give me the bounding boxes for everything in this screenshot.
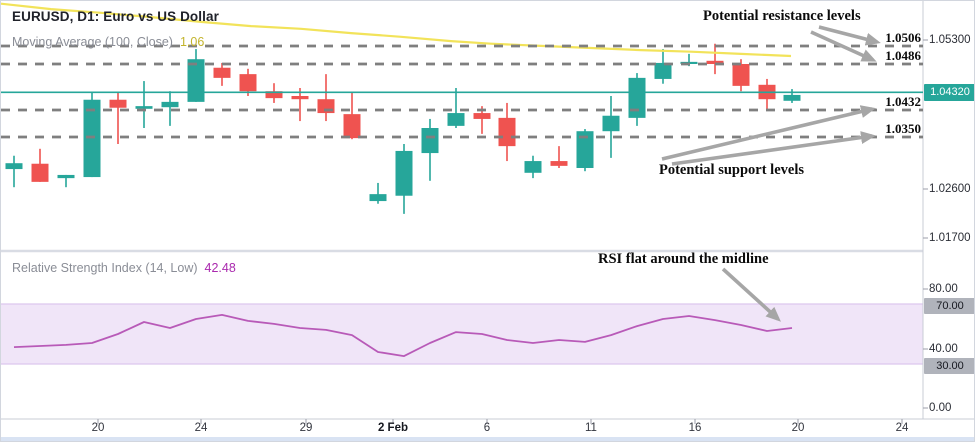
moving-average-line: [1, 2, 792, 58]
bottom-strip: [1, 437, 974, 441]
candle-body: [550, 161, 568, 166]
time-axis-label: 29: [299, 422, 313, 434]
candle-body: [576, 131, 594, 168]
time-axis-label: 24: [194, 422, 208, 434]
annotation-arrow-support: [671, 131, 876, 166]
price-axis-label: 1.05300: [929, 34, 971, 46]
candle-body: [421, 128, 439, 154]
price-axis-label: 0.00: [929, 402, 952, 414]
time-axis-label: 6: [483, 422, 491, 434]
candle-body: [265, 91, 283, 99]
time-axis-label: 16: [688, 422, 702, 434]
time-axis-label: 11: [585, 422, 597, 434]
annotation-arrow-resistance: [818, 25, 881, 46]
candle-body: [706, 60, 724, 64]
rsi-band: [1, 304, 923, 364]
candle-body: [239, 74, 257, 92]
time-axis-label: 20: [791, 422, 805, 434]
rsi-limit-badge: 30.00: [924, 358, 974, 374]
candle-body: [343, 114, 361, 139]
candle-body: [524, 161, 542, 173]
candle-body: [498, 117, 516, 147]
candle-body: [5, 163, 23, 170]
candle-body: [161, 101, 179, 108]
candle-body: [109, 99, 127, 108]
candle-body: [369, 194, 387, 202]
annotation-arrow-rsi: [721, 267, 781, 322]
candle-body: [783, 94, 801, 101]
candle-body: [187, 59, 205, 102]
annotation-arrow-resistance: [810, 30, 877, 62]
candle-body: [732, 64, 750, 86]
candle-body: [628, 77, 646, 118]
rsi-limit-badge: 70.00: [924, 298, 974, 314]
candle-body: [654, 62, 672, 79]
candle-body: [395, 150, 413, 196]
price-axis-label: 80.00: [929, 283, 958, 295]
candle-body: [135, 106, 153, 109]
rsi-line: [13, 313, 793, 358]
candle-body: [213, 67, 231, 78]
candle-body: [473, 113, 491, 119]
price-axis-label: 40.00: [929, 343, 958, 355]
time-axis-label: 2 Feb: [377, 422, 409, 434]
candle-body: [602, 115, 620, 132]
price-axis-label: 1.02600: [929, 183, 971, 195]
candle-body: [291, 96, 309, 100]
time-axis-label: 20: [91, 422, 105, 434]
current-price-badge: 1.04320: [924, 84, 974, 101]
annotation-arrow-support: [661, 105, 876, 161]
price-axis-label: 1.01700: [929, 232, 971, 244]
candle-body: [31, 163, 49, 182]
candle-body: [57, 174, 75, 179]
candle-body: [447, 113, 465, 126]
time-axis-label: 24: [895, 422, 909, 434]
